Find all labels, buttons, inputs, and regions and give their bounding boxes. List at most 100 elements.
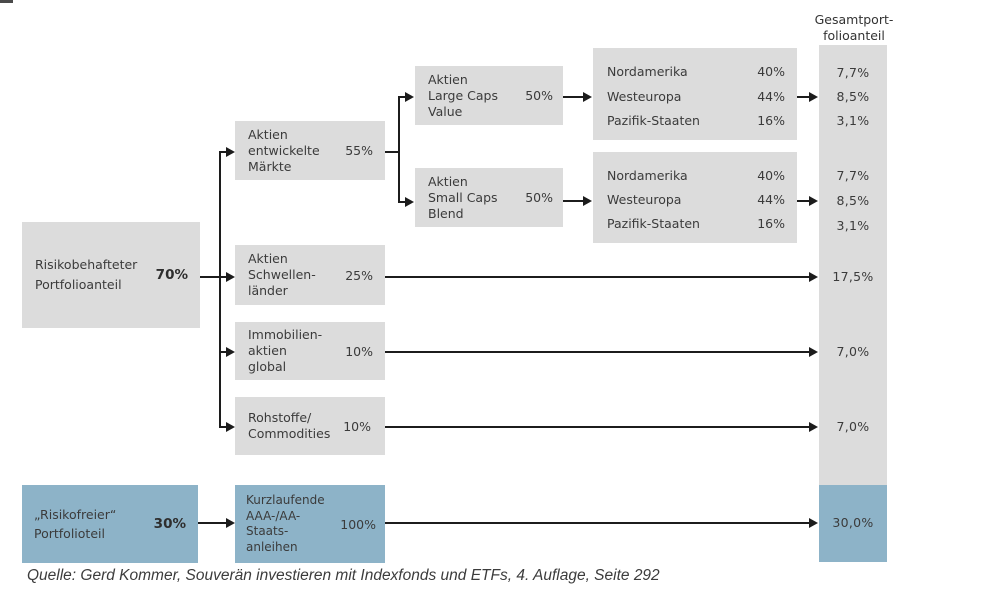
node-emerging-markets-value: 25%	[345, 267, 373, 283]
arrowhead-to-region-top	[583, 92, 592, 102]
label-line: Value	[428, 103, 463, 119]
connector-emerging-to-column-line	[385, 276, 811, 278]
label-line: Small Caps	[428, 189, 498, 205]
region-value: 40%	[757, 168, 785, 183]
total-value: 30,0%	[832, 515, 874, 530]
region-label: Pazifik-Staaten	[607, 216, 700, 231]
region-value: 16%	[757, 113, 785, 128]
label-line: Aktien	[428, 173, 468, 189]
total-value: 8,5%	[836, 193, 870, 208]
connector-commodities-to-column-line	[385, 426, 811, 428]
label-line: Staats-	[246, 524, 289, 538]
node-risky-value: 70%	[155, 267, 188, 283]
label-line: Schwellen-	[248, 267, 316, 282]
region-label: Pazifik-Staaten	[607, 113, 700, 128]
connector-branch-vertical	[398, 96, 400, 203]
label-line: Large Caps	[428, 87, 498, 103]
node-real-estate: Immobilien- aktien global 10%	[235, 322, 385, 380]
node-risky-label: Risikobehafteter Portfolioanteil	[22, 255, 137, 295]
arrowhead-to-realestate	[226, 347, 235, 357]
region-row: Westeuropa 44%	[607, 192, 785, 208]
connector-riskfree-to-bonds-line	[198, 522, 228, 524]
crop-artifact-mark	[0, 0, 13, 3]
arrowhead-to-developed	[226, 147, 235, 157]
node-commodities-value: 10%	[343, 418, 371, 434]
node-government-bonds-label: Kurzlaufende AAA-/AA- Staats- anleihen	[235, 493, 325, 555]
region-row: Nordamerika 40%	[607, 64, 785, 80]
region-row: Westeuropa 44%	[607, 89, 785, 105]
region-table-small-caps: Nordamerika 40% Westeuropa 44% Pazifik-S…	[593, 152, 797, 243]
label-line: Immobilien-	[248, 327, 323, 342]
total-value: 7,7%	[836, 168, 870, 183]
node-developed-markets-value: 55%	[345, 143, 373, 158]
total-value: 7,0%	[836, 344, 870, 359]
connector-realestate-to-column-line	[385, 351, 811, 353]
label-line: länder	[248, 283, 288, 298]
label-line: Aktien	[248, 126, 288, 142]
connector-region-bottom-to-column-line	[797, 200, 811, 202]
connector-trunk-to-realestate-line	[219, 351, 227, 353]
node-small-caps-blend-label: Aktien Small Caps Blend	[415, 174, 498, 222]
connector-developed-branch-line	[385, 151, 400, 153]
connector-trunk-vertical	[219, 151, 221, 428]
region-label: Westeuropa	[607, 192, 682, 207]
label-line: Kurzlaufende	[246, 493, 325, 507]
node-developed-markets-label: Aktien entwickelte Märkte	[235, 127, 320, 175]
node-large-caps-value-label: Aktien Large Caps Value	[415, 72, 498, 120]
arrowhead-realestate-to-column	[809, 347, 818, 357]
arrowhead-to-largecaps	[405, 92, 414, 102]
connector-smallcaps-to-region-line	[563, 200, 585, 202]
region-value: 16%	[757, 216, 785, 231]
label-line: Commodities	[248, 426, 331, 441]
total-column-gray-band	[819, 45, 887, 485]
total-value: 3,1%	[836, 218, 870, 233]
node-small-caps-blend-value: 50%	[525, 190, 553, 205]
node-government-bonds-value: 100%	[340, 516, 376, 532]
node-large-caps-value: Aktien Large Caps Value 50%	[415, 66, 563, 125]
label-line: Aktien	[428, 71, 468, 87]
node-risky-label-line2: Portfolioanteil	[35, 277, 122, 292]
region-label: Nordamerika	[607, 64, 688, 79]
connector-branch-to-smallcaps-line	[398, 201, 407, 203]
total-value: 3,1%	[836, 113, 870, 128]
node-riskfree-label-line2: Portfolioteil	[34, 526, 105, 541]
node-riskfree-label-line1: „Risikofreier“	[34, 507, 117, 522]
node-emerging-markets-label: Aktien Schwellen- länder	[235, 251, 316, 299]
connector-trunk-to-commodities-line	[219, 426, 227, 428]
node-commodities-label: Rohstoffe/ Commodities	[235, 410, 330, 442]
total-column-header-line2: folioanteil	[823, 28, 885, 43]
node-real-estate-label: Immobilien- aktien global	[235, 327, 322, 375]
node-risky-label-line1: Risikobehafteter	[35, 257, 138, 272]
connector-bonds-to-column-line	[385, 522, 811, 524]
arrowhead-bonds-to-column	[809, 518, 818, 528]
node-risky-portfolio: Risikobehafteter Portfolioanteil 70%	[22, 222, 200, 328]
total-value: 7,0%	[836, 419, 870, 434]
label-line: anleihen	[246, 539, 298, 554]
label-line: global	[248, 359, 287, 374]
arrowhead-to-bonds	[226, 518, 235, 528]
region-row: Pazifik-Staaten 16%	[607, 113, 785, 129]
node-riskfree-label: „Risikofreier“ Portfolioteil	[22, 505, 116, 543]
node-commodities: Rohstoffe/ Commodities 10%	[235, 397, 385, 455]
total-value: 7,7%	[836, 65, 870, 80]
node-riskfree-portfolio: „Risikofreier“ Portfolioteil 30%	[22, 485, 198, 563]
arrowhead-emerging-to-column	[809, 272, 818, 282]
label-line: entwickelte	[248, 142, 320, 158]
region-row: Pazifik-Staaten 16%	[607, 216, 785, 232]
total-value: 17,5%	[832, 269, 874, 284]
region-value: 40%	[757, 64, 785, 79]
label-line: aktien	[248, 343, 287, 358]
connector-region-top-to-column-line	[797, 96, 811, 98]
node-small-caps-blend: Aktien Small Caps Blend 50%	[415, 168, 563, 227]
arrowhead-to-emerging	[226, 272, 235, 282]
region-label: Westeuropa	[607, 88, 682, 104]
label-line: AAA-/AA-	[246, 508, 301, 523]
arrowhead-to-region-bottom	[583, 196, 592, 206]
total-column-header-line1: Gesamtport-	[814, 12, 894, 27]
node-large-caps-value-value: 50%	[525, 88, 553, 103]
arrowhead-commodities-to-column	[809, 422, 818, 432]
arrowhead-to-smallcaps	[405, 197, 414, 207]
region-row: Nordamerika 40%	[607, 168, 785, 184]
connector-largecaps-to-region-line	[563, 96, 585, 98]
